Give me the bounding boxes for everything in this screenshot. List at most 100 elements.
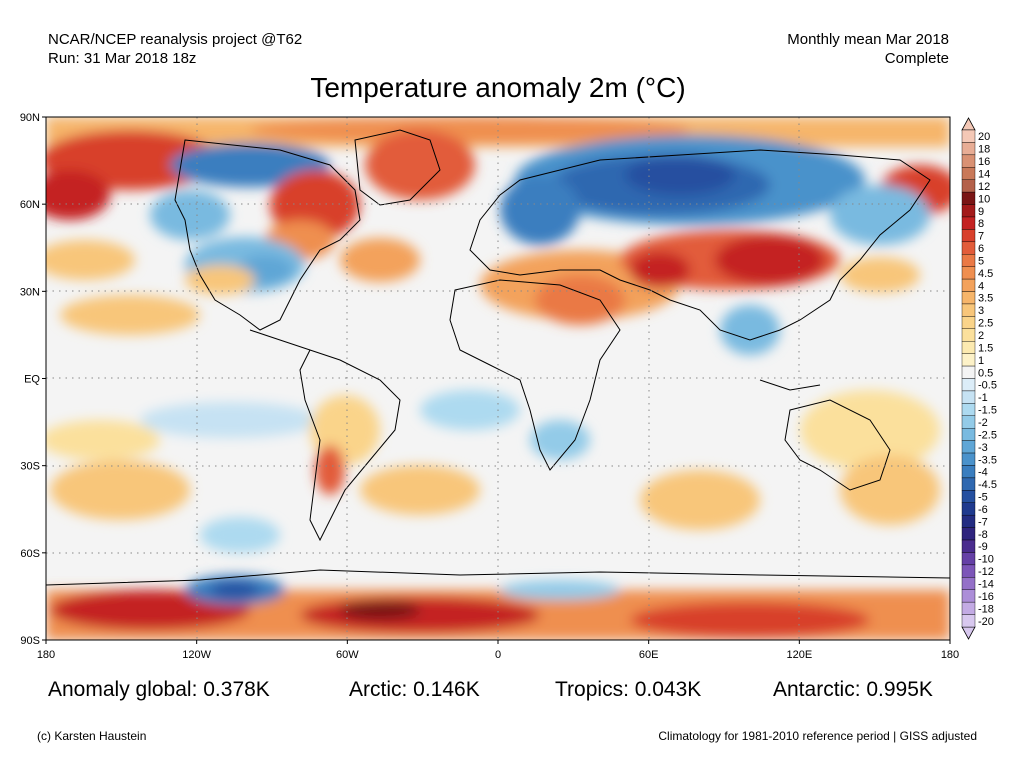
graticule	[46, 117, 950, 640]
colorbar-label: 4.5	[978, 268, 993, 280]
colorbar-swatch	[961, 204, 976, 218]
colorbar-swatch	[961, 502, 976, 516]
colorbar-swatch	[961, 527, 976, 541]
run-info: NCAR/NCEP reanalysis project @T62 Run: 3…	[48, 30, 302, 68]
lon-label: 120W	[182, 649, 211, 661]
colorbar-label: 20	[978, 131, 990, 143]
colorbar-swatch	[961, 577, 976, 590]
colorbar-label: 1	[978, 355, 984, 367]
colorbar-swatch	[961, 539, 976, 553]
antarctic-anomaly: Antarctic: 0.995K	[773, 678, 933, 701]
colorbar-label: -16	[978, 591, 994, 603]
colorbar-swatch	[961, 452, 976, 466]
colorbar-swatch	[961, 477, 976, 491]
colorbar-swatch	[961, 614, 976, 628]
project-label: NCAR/NCEP reanalysis project @T62	[48, 31, 303, 48]
colorbar-swatch	[961, 328, 976, 342]
lat-label: 60S	[20, 548, 40, 560]
colorbar-swatch	[961, 378, 976, 392]
colorbar-label: 3	[978, 305, 984, 317]
lat-label: 30N	[20, 286, 40, 298]
colorbar-label: -6	[978, 504, 988, 516]
colorbar-swatch	[961, 403, 976, 416]
colorbar-label: -12	[978, 566, 994, 578]
map-title: Temperature anomaly 2m (°C)	[310, 72, 686, 103]
colorbar-label: -3.5	[978, 454, 997, 466]
run-label: Run: 31 Mar 2018 18z	[48, 50, 197, 67]
colorbar-label: 9	[978, 206, 984, 218]
latitude-labels: 90N 60N 30N EQ 30S 60S 90S	[20, 112, 41, 647]
colorbar-label: -9	[978, 541, 988, 553]
status-label: Complete	[884, 50, 949, 67]
colorbar-label: -10	[978, 554, 994, 566]
lon-label: 0	[495, 649, 501, 661]
colorbar-swatch	[961, 254, 976, 267]
colorbar-label: 4	[978, 280, 984, 292]
lon-label: 60E	[639, 649, 659, 661]
global-anomaly: Anomaly global: 0.378K	[48, 678, 270, 701]
climatology-note: Climatology for 1981-2010 reference peri…	[658, 729, 977, 743]
colorbar-label: -4	[978, 467, 988, 479]
colorbar-swatch	[961, 353, 976, 367]
colorbar-swatch	[961, 415, 976, 429]
colorbar-label: 10	[978, 193, 990, 205]
lat-label: 90S	[20, 635, 40, 647]
colorbar-label: -0.5	[978, 380, 997, 392]
colorbar-label: 8	[978, 218, 984, 230]
period-label: Monthly mean Mar 2018	[787, 31, 949, 48]
colorbar-swatch	[961, 490, 976, 503]
colorbar-label: -2.5	[978, 429, 997, 441]
copyright-label: (c) Karsten Haustein	[37, 729, 147, 743]
colorbar-label: -2	[978, 417, 988, 429]
colorbar-label: -1	[978, 392, 988, 404]
colorbar-swatch	[961, 514, 976, 528]
colorbar-label: 1.5	[978, 342, 993, 354]
colorbar-swatch	[961, 440, 976, 454]
colorbar-swatch	[961, 278, 976, 292]
anomaly-field	[46, 117, 950, 640]
colorbar-swatch	[961, 129, 976, 143]
colorbar-swatch	[961, 601, 976, 615]
colorbar-label: -3	[978, 442, 988, 454]
coastlines	[46, 129, 950, 586]
period-info: Monthly mean Mar 2018 Complete	[787, 30, 949, 68]
longitude-axis	[45, 640, 951, 644]
colorbar-label: 14	[978, 168, 990, 180]
colorbar-bottom-arrow	[961, 626, 976, 640]
lat-label: 60N	[20, 199, 40, 211]
lat-label: EQ	[24, 374, 40, 386]
tropics-anomaly: Tropics: 0.043K	[555, 678, 702, 701]
colorbar-label: -20	[978, 616, 994, 628]
colorbar-label: 12	[978, 181, 990, 193]
colorbar-label: -8	[978, 529, 988, 541]
lon-label: 180	[941, 649, 959, 661]
latitude-axis	[42, 116, 46, 641]
colorbar-swatch	[961, 216, 976, 230]
colorbar-label: -7	[978, 516, 988, 528]
colorbar-swatch	[961, 142, 976, 156]
colorbar-swatch	[961, 564, 976, 578]
colorbar-label: -1.5	[978, 405, 997, 417]
colorbar-swatch	[961, 303, 976, 317]
colorbar-swatch	[961, 229, 976, 243]
lat-label: 30S	[20, 461, 40, 473]
lon-label: 120E	[786, 649, 812, 661]
colorbar-swatch	[961, 365, 976, 379]
colorbar-swatch	[961, 341, 976, 354]
longitude-labels: 180 120W 60W 0 60E 120E 180	[37, 649, 959, 661]
colorbar-label: -4.5	[978, 479, 997, 491]
colorbar-label: 3.5	[978, 293, 993, 305]
colorbar-label: 6	[978, 243, 984, 255]
colorbar-label: -5	[978, 492, 988, 504]
colorbar-swatch	[961, 266, 976, 280]
colorbar-swatch	[961, 390, 976, 404]
colorbar-label: 16	[978, 156, 990, 168]
colorbar-label: -14	[978, 579, 994, 591]
colorbar-swatch	[961, 154, 976, 168]
arctic-anomaly: Arctic: 0.146K	[349, 678, 480, 701]
colorbar-top-arrow	[961, 117, 976, 131]
colorbar-swatch	[961, 167, 976, 180]
colorbar-swatch	[961, 465, 976, 479]
colorbar-label: 7	[978, 231, 984, 243]
